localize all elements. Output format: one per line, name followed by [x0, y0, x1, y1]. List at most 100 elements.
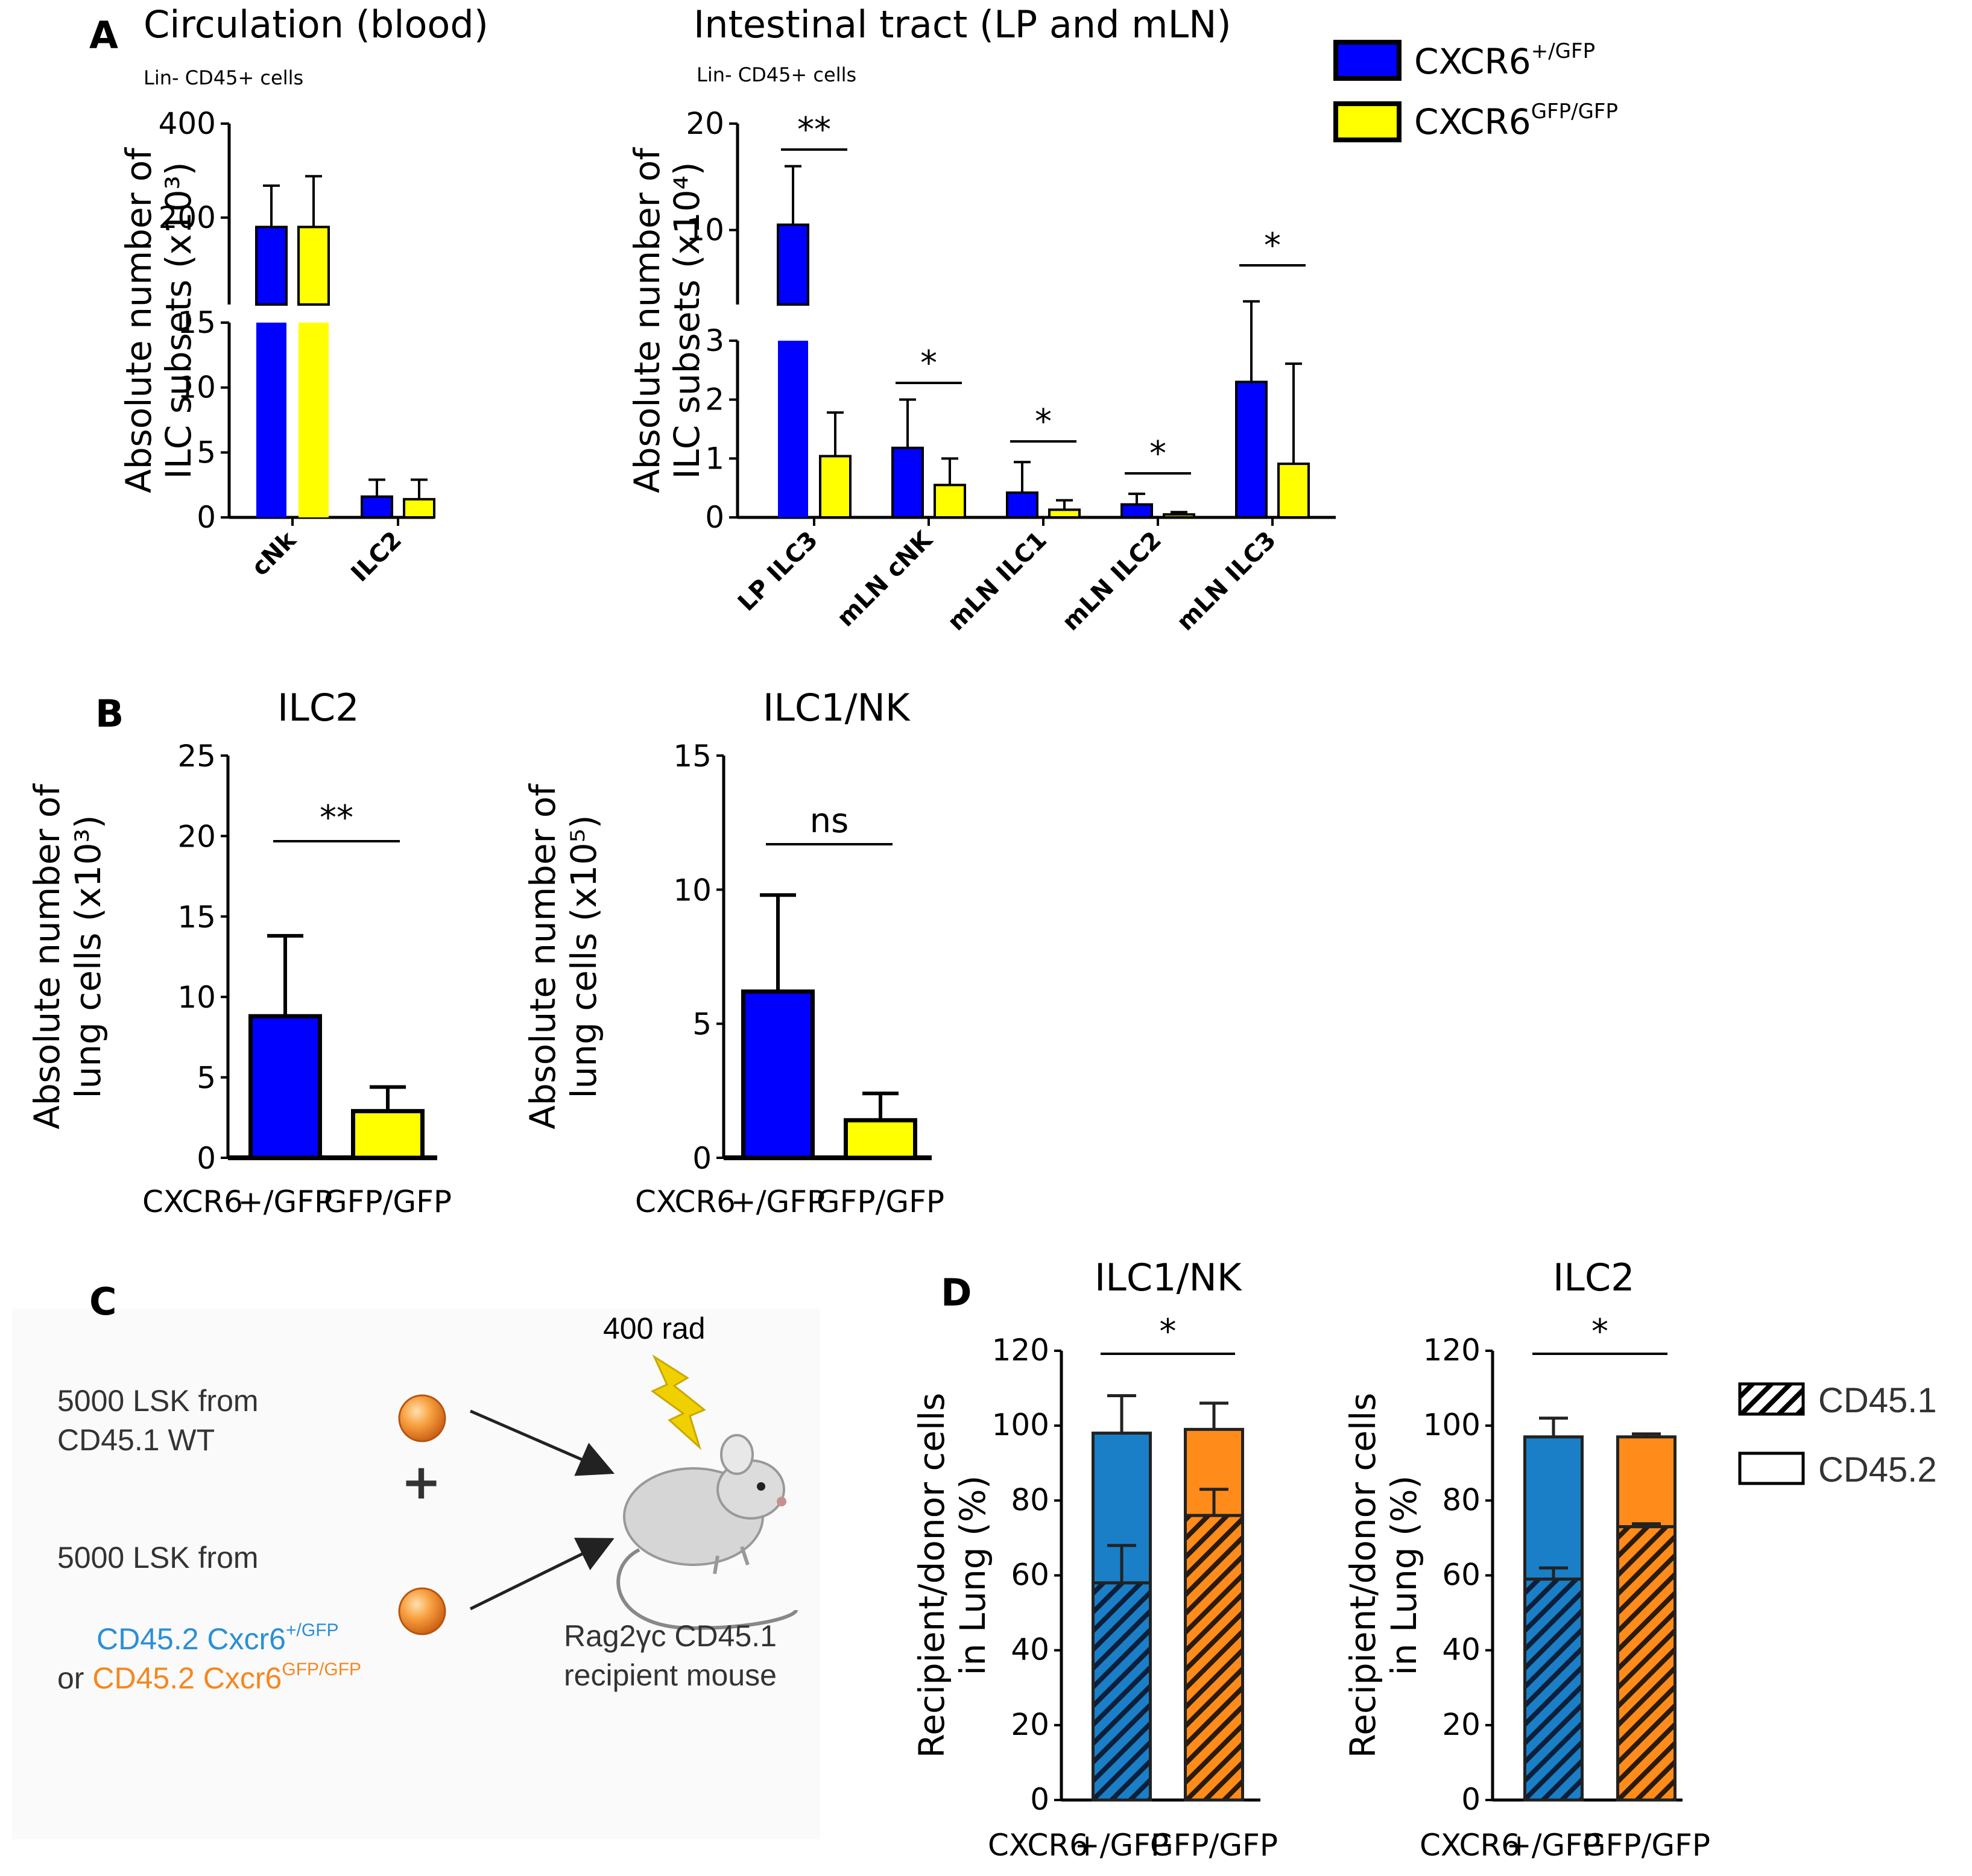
y-tick-label: 5	[197, 435, 216, 470]
category-label: GFP/GFP	[817, 1184, 944, 1219]
lsk-cell-icon-2	[398, 1587, 446, 1635]
y-tick-label: 80	[1011, 1482, 1049, 1517]
arrow-icon-1	[470, 1409, 615, 1476]
y-tick-label: 0	[197, 1141, 216, 1176]
y-tick-label: 3	[705, 323, 724, 358]
bar-segment-cd451	[1523, 1578, 1584, 1802]
category-label: +/GFP	[238, 1184, 332, 1219]
panel-c: C 400 rad 5000 LSK from CD45.1 WT + 5000…	[12, 1280, 820, 1839]
donor1-line2: CD45.1 WT	[57, 1423, 215, 1457]
category-label: ILC2	[346, 526, 408, 588]
y-tick-label: 80	[1442, 1482, 1481, 1517]
bar-lower-segment	[256, 323, 286, 517]
mouse-icon	[616, 1434, 798, 1631]
x-prefix-label: CXCR6	[635, 1184, 736, 1219]
panel-a-title-intestine: Intestinal tract (LP and mLN)	[694, 2, 1231, 46]
y-tick-label: 60	[1011, 1558, 1049, 1593]
category-label: GFP/GFP	[1150, 1828, 1278, 1863]
bar	[844, 1118, 917, 1160]
legend-a-label-ko: CXCR6GFP/GFP	[1414, 99, 1618, 142]
panel-a-title-blood: Circulation (blood)	[144, 2, 488, 46]
donor1-line1: 5000 LSK from	[57, 1384, 259, 1418]
y-tick-label: 0	[197, 500, 216, 535]
panel-label-b: B	[95, 692, 124, 736]
bar	[248, 1014, 322, 1160]
y-tick-label: 10	[177, 980, 216, 1015]
y-tick-label: 0	[705, 500, 724, 535]
panel-label-a: A	[89, 13, 118, 57]
y-tick-label: 2	[705, 382, 724, 417]
significance-label: *	[1264, 226, 1281, 265]
x-prefix-label: CXCR6	[988, 1828, 1089, 1863]
category-label: cNk	[246, 526, 302, 582]
y-tick-label: 200	[159, 200, 216, 235]
bar	[1163, 513, 1195, 519]
category-label: +/GFP	[1075, 1828, 1169, 1863]
bar	[1048, 508, 1081, 519]
x-prefix-label: CXCR6	[142, 1184, 243, 1219]
y-axis-title: Absolute number oflung cells (x10³)	[27, 783, 109, 1129]
bar-segment-cd451	[1092, 1581, 1152, 1802]
y-tick-label: 10	[177, 370, 216, 405]
arrow-icon-2	[469, 1538, 615, 1611]
legend-d: CD45.1 CD45.2	[1738, 1381, 1937, 1489]
y-tick-label: 40	[1011, 1632, 1049, 1667]
significance-label: **	[320, 798, 353, 838]
panel-label-c: C	[89, 1280, 117, 1324]
panel-b-title-ilc2: ILC2	[277, 686, 359, 730]
donor2-line3: or CD45.2 Cxcr6GFP/GFP	[57, 1660, 361, 1695]
bar	[1277, 463, 1310, 519]
y-axis-title: Absolute number ofILC subsets (x10⁴)	[627, 147, 707, 493]
bar	[741, 989, 815, 1160]
y-tick-label: 10	[673, 873, 712, 908]
significance-label: *	[1035, 402, 1052, 441]
y-tick-label: 20	[177, 819, 216, 854]
significance-label: *	[1149, 434, 1166, 473]
legend-a: CXCR6+/GFP CXCR6GFP/GFP	[1333, 39, 1618, 142]
y-tick-label: 20	[1442, 1707, 1481, 1742]
category-label: mLN ILC3	[1172, 526, 1282, 637]
y-tick-label: 5	[197, 1061, 216, 1096]
category-label: +/GFP	[1506, 1828, 1601, 1863]
category-label: GFP/GFP	[1582, 1828, 1710, 1863]
panel-d-title-ilc1nk: ILC1/NK	[1095, 1255, 1242, 1300]
category-label: mLN cNK	[832, 525, 938, 632]
y-tick-label: 10	[686, 212, 724, 247]
bar	[891, 446, 924, 519]
y-tick-label: 1	[705, 441, 724, 476]
significance-label: ns	[810, 801, 849, 841]
bar-lower-segment	[299, 323, 329, 517]
bar	[361, 495, 393, 519]
y-tick-label: 100	[992, 1407, 1049, 1442]
y-tick-label: 60	[1442, 1558, 1481, 1593]
bar	[1006, 491, 1038, 519]
panel-d-title-ilc2: ILC2	[1553, 1255, 1635, 1300]
y-tick-label: 40	[1442, 1632, 1481, 1667]
legend-a-label-het: CXCR6+/GFP	[1414, 39, 1595, 82]
significance-label: *	[1160, 1312, 1177, 1351]
bar	[351, 1109, 425, 1160]
category-label: mLN ILC1	[943, 526, 1053, 637]
panel-a-subtitle-blood: Lin- CD45+ cells	[144, 66, 303, 89]
bar-upper-segment	[297, 226, 330, 306]
category-label: mLN ILC2	[1057, 526, 1168, 637]
y-axis-title: Recipient/donor cellsin Lung (%)	[911, 1393, 993, 1758]
category-label: +/GFP	[731, 1184, 825, 1219]
bar-lower-segment	[778, 341, 808, 517]
panel-label-d: D	[941, 1271, 972, 1315]
bar	[819, 455, 852, 519]
donor2-line1: 5000 LSK from	[57, 1541, 259, 1574]
panel-b-title-ilc1nk: ILC1/NK	[763, 686, 911, 730]
significance-label: *	[920, 344, 937, 383]
y-tick-label: 15	[177, 900, 216, 935]
chart-a-blood: 0 5 10 15 200 400 cNk ILC2 Absolute number ofILC…	[118, 106, 435, 588]
category-label: LP ILC3	[733, 526, 823, 617]
recipient-line2: recipient mouse	[564, 1658, 777, 1692]
legend-a-swatch-het	[1333, 40, 1402, 81]
y-axis-title: Absolute number oflung cells (x10⁵)	[522, 783, 604, 1129]
bar-segment-cd451	[1616, 1525, 1677, 1802]
